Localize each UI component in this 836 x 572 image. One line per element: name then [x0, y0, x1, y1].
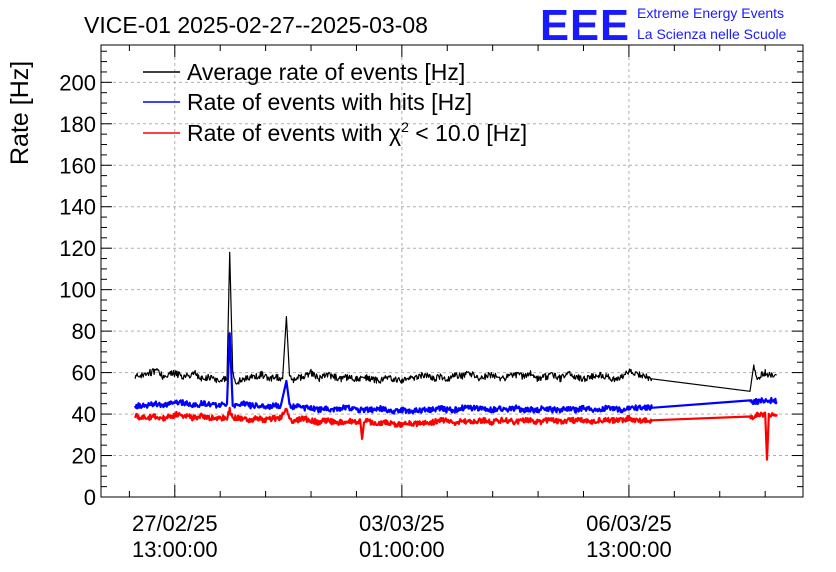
y-tick-label: 60 [72, 361, 96, 386]
y-tick-label: 140 [59, 195, 96, 220]
y-tick-label: 200 [59, 70, 96, 95]
legend-label-chi2: Rate of events with χ2 < 10.0 [Hz] [187, 119, 527, 146]
series-layer [134, 251, 778, 461]
legend-label-average: Average rate of events [Hz] [187, 59, 465, 85]
y-tick-label: 180 [59, 112, 96, 137]
y-tick-label: 40 [72, 402, 96, 427]
legend-chi2-pre: Rate of events with [187, 120, 389, 146]
eee-line-1: Extreme Energy Events [637, 5, 784, 21]
legend: Average rate of events [Hz] Rate of even… [143, 59, 527, 146]
legend-chi2-symbol: χ [389, 120, 401, 146]
x-tick-time-label: 13:00:00 [132, 537, 218, 562]
y-tick-label: 100 [59, 278, 96, 303]
series-line-0 [134, 251, 777, 392]
legend-chi2-sup: 2 [401, 119, 409, 135]
axes: 02040608010012014016018020027/02/2513:00… [59, 45, 803, 562]
y-tick-label: 120 [59, 236, 96, 261]
legend-chi2-post: < 10.0 [Hz] [409, 120, 527, 146]
y-tick-label: 0 [84, 485, 96, 510]
x-tick-date-label: 06/03/25 [586, 511, 672, 536]
y-axis-label: Rate [Hz] [6, 61, 34, 165]
series-line-2 [134, 406, 778, 461]
y-tick-label: 20 [72, 444, 96, 469]
y-tick-label: 80 [72, 319, 96, 344]
grid [101, 45, 803, 497]
legend-label-hits: Rate of events with hits [Hz] [187, 89, 472, 115]
x-tick-time-label: 13:00:00 [586, 537, 672, 562]
x-tick-time-label: 01:00:00 [359, 537, 445, 562]
x-tick-date-label: 03/03/25 [359, 511, 445, 536]
plot-frame [100, 44, 804, 498]
eee-branding: EEE Extreme Energy Events La Scienza nel… [540, 1, 787, 50]
eee-line-2: La Scienza nelle Scuole [637, 26, 787, 42]
series-line-1 [134, 332, 778, 415]
x-tick-date-label: 27/02/25 [132, 511, 218, 536]
chart-title: VICE-01 2025-02-27--2025-03-08 [84, 12, 428, 38]
y-tick-label: 160 [59, 153, 96, 178]
eee-logo: EEE [540, 1, 630, 50]
